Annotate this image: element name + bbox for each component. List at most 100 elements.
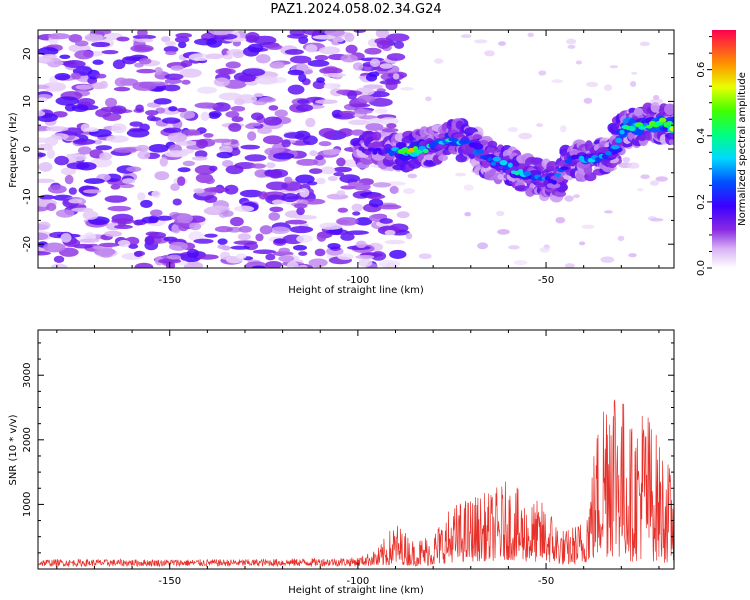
noise-blob (370, 251, 387, 261)
noise-blob (114, 77, 128, 87)
noise-blob (60, 167, 77, 176)
noise-blob (144, 235, 155, 246)
signal-core (669, 126, 674, 132)
noise-blob (379, 63, 393, 69)
noise-blob (315, 99, 338, 105)
noise-blob (170, 183, 180, 192)
noise-blob (177, 176, 186, 187)
noise-blob (355, 254, 375, 260)
noise-blob (295, 104, 314, 112)
noise-blob (496, 210, 505, 217)
noise-blob (251, 112, 264, 121)
noise-blob (188, 53, 211, 61)
noise-blob (95, 73, 107, 79)
noise-blob (292, 244, 307, 251)
signal-blob (371, 141, 382, 148)
y-tick-label: 1000 (22, 492, 33, 517)
noise-blob (336, 157, 346, 167)
noise-blob (105, 135, 129, 143)
noise-blob (293, 203, 308, 209)
noise-blob (257, 127, 273, 134)
snr-panel: -150 -100 -50 1000 2000 3000 Height of strai… (8, 329, 675, 596)
signal-halo (455, 153, 467, 163)
noise-blob (474, 39, 488, 44)
noise-blob (110, 184, 121, 190)
noise-blob (92, 59, 104, 65)
noise-blob (575, 60, 583, 65)
noise-blob (346, 230, 369, 235)
noise-blob (281, 192, 299, 203)
noise-blob (327, 243, 341, 250)
noise-blob (289, 225, 314, 234)
noise-blob (225, 61, 241, 69)
noise-blob (230, 245, 251, 250)
noise-blob (555, 216, 566, 224)
noise-blob (104, 230, 122, 237)
noise-blob (55, 209, 75, 218)
noise-blob (154, 67, 163, 76)
noise-blob (628, 253, 637, 258)
noise-blob (320, 166, 336, 175)
noise-blob (376, 39, 391, 49)
noise-blob (639, 41, 650, 46)
noise-blob (245, 32, 260, 42)
noise-blob (564, 195, 574, 202)
noise-blob (145, 231, 160, 236)
noise-blob (274, 109, 288, 118)
noise-blob (111, 123, 127, 134)
noise-blob (46, 202, 57, 211)
y-tick-label: 10 (22, 95, 33, 108)
noise-blob (539, 247, 550, 253)
signal-halo (633, 107, 645, 117)
noise-blob (38, 84, 50, 90)
noise-blob (215, 68, 236, 75)
noise-blob (583, 97, 593, 104)
noise-blob (302, 135, 318, 146)
noise-blob (324, 30, 345, 37)
noise-blob (38, 232, 49, 241)
noise-blob (189, 222, 202, 231)
signal-core (490, 161, 497, 166)
noise-blob (315, 177, 326, 185)
noise-blob (238, 74, 257, 83)
noise-blob (339, 174, 361, 184)
noise-blob (177, 167, 191, 173)
signal-core (507, 162, 513, 168)
signal-core (414, 149, 423, 154)
signal-core (628, 125, 636, 132)
noise-blob (353, 109, 373, 115)
noise-blob (346, 90, 358, 100)
noise-blob (95, 108, 112, 118)
noise-blob (281, 139, 291, 148)
noise-blob (145, 109, 159, 116)
noise-blob (339, 110, 356, 117)
noise-blob (194, 150, 208, 159)
noise-blob (122, 178, 136, 184)
noise-blob (268, 212, 281, 221)
noise-blob (247, 131, 257, 141)
noise-blob (63, 60, 86, 68)
noise-blob (477, 242, 489, 250)
noise-blob (153, 98, 172, 105)
noise-blob (326, 193, 349, 200)
signal-core (374, 147, 382, 152)
noise-blob (233, 240, 258, 245)
noise-blob (649, 180, 659, 186)
noise-blob (297, 264, 308, 268)
noise-blob (76, 161, 97, 171)
colorbar-gradient (712, 30, 736, 268)
noise-blob (206, 37, 223, 48)
noise-blob (116, 36, 130, 42)
noise-blob (271, 199, 284, 205)
noise-blob (213, 77, 230, 87)
noise-blob (159, 157, 168, 167)
noise-blob (130, 44, 154, 53)
noise-blob (137, 192, 146, 201)
noise-blob (47, 184, 67, 194)
noise-blob (176, 213, 194, 224)
noise-blob (314, 248, 326, 257)
noise-blob (194, 102, 218, 109)
noise-blob (175, 140, 198, 146)
spectrogram-x-axis: -150 -100 -50 (56, 30, 660, 286)
noise-blob (182, 160, 196, 167)
